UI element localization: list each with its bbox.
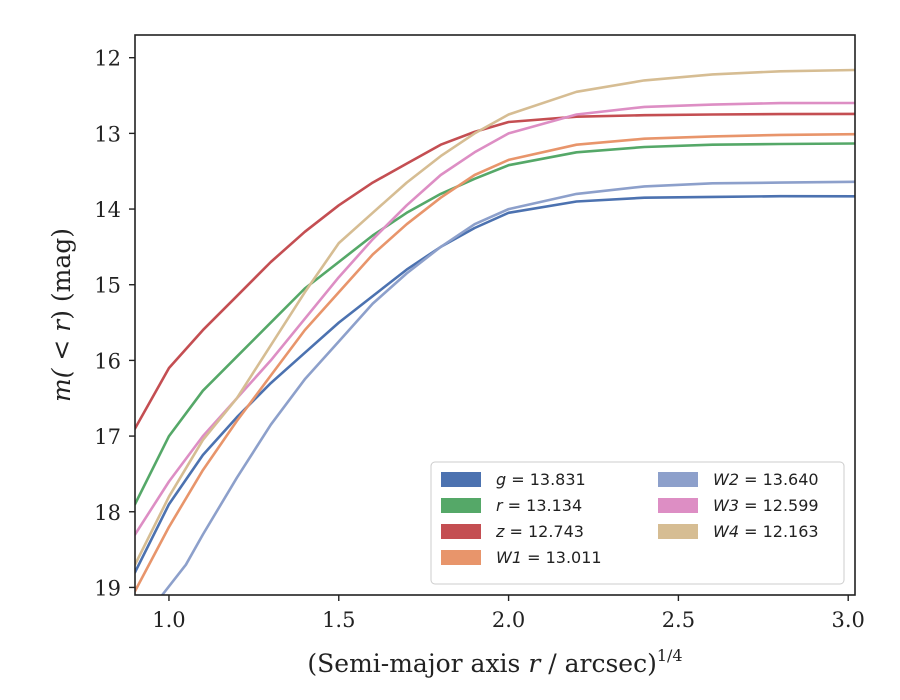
legend-swatch-g <box>441 472 481 487</box>
x-axis-label-suffix: / arcsec) <box>540 649 657 678</box>
legend-label-w3: W3 = 12.599 <box>713 496 819 515</box>
x-tick-label: 2.0 <box>492 608 525 632</box>
legend-label-w4: W4 = 12.163 <box>713 522 819 541</box>
legend-swatch-w2 <box>658 472 698 487</box>
y-tick-label: 17 <box>94 425 121 449</box>
y-tick-label: 15 <box>94 274 121 298</box>
legend-swatch-w1 <box>441 550 481 565</box>
legend-box <box>430 461 845 585</box>
y-axis-label-prefix: m( <box>47 367 76 402</box>
legend-label-z: z = 12.743 <box>495 522 584 541</box>
series-line-r <box>135 142 855 506</box>
y-axis-label-mid: < <box>47 332 76 369</box>
x-tick-label: 3.0 <box>832 608 865 632</box>
y-tick-label: 13 <box>94 122 121 146</box>
x-tick-label: 2.5 <box>662 608 695 632</box>
legend-swatch-r <box>441 498 481 513</box>
legend-label-g: g = 13.831 <box>496 470 586 489</box>
y-tick-label: 18 <box>94 501 121 525</box>
x-axis-label: (Semi-major axis r / arcsec)1/4 <box>307 646 682 678</box>
x-tick-label: 1.5 <box>322 608 355 632</box>
y-axis: 12 13 14 15 16 17 18 19 <box>94 47 135 600</box>
legend-swatch-z <box>441 524 481 539</box>
x-axis-label-prefix: (Semi-major axis <box>307 649 528 678</box>
series-line-g <box>135 194 855 574</box>
legend-swatch-w4 <box>658 524 698 539</box>
x-tick-label: 1.0 <box>152 608 185 632</box>
legend-swatch-w3 <box>658 498 698 513</box>
series-line-w1 <box>135 132 855 593</box>
y-tick-label: 16 <box>94 349 121 373</box>
x-axis-label-exponent: 1/4 <box>657 646 683 665</box>
legend: g = 13.831 r = 13.134 z = 12.743 W1 = 13.01… <box>430 461 845 585</box>
y-axis-label: m( < r) (mag) <box>47 228 76 402</box>
series-line-z <box>135 112 855 430</box>
y-tick-label: 12 <box>94 47 121 71</box>
series-line-w2 <box>160 180 855 595</box>
legend-label-r: r = 13.134 <box>496 496 582 515</box>
plot-frame <box>134 34 856 596</box>
y-axis-label-suffix: ) (mag) <box>47 228 76 320</box>
series-line-w4 <box>135 68 855 566</box>
x-axis-label-var: r <box>528 649 542 678</box>
x-axis: 1.0 1.5 2.0 2.5 3.0 <box>152 595 865 632</box>
legend-label-w2: W2 = 13.640 <box>713 470 819 489</box>
y-tick-label: 14 <box>94 198 121 222</box>
legend-label-w1: W1 = 13.011 <box>496 548 602 567</box>
y-axis-label-var: r <box>47 318 76 332</box>
series-layer <box>135 68 855 595</box>
y-tick-label: 19 <box>94 576 121 600</box>
